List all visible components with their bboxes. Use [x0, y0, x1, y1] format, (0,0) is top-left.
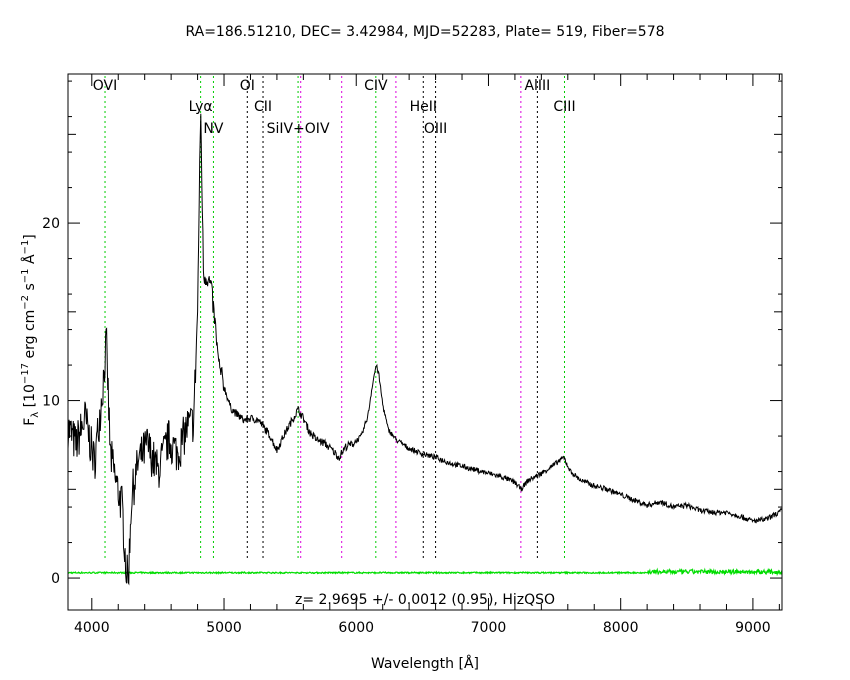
- spectral-line-label-14: CIII: [553, 99, 575, 115]
- y-label-exp2: −2: [20, 295, 31, 310]
- plot-series: [67, 113, 783, 586]
- spectral-line-label-8: CIV: [364, 78, 388, 94]
- spectral-line-label-11: OIII: [424, 121, 447, 137]
- flux-series-line: [67, 113, 783, 586]
- y-label-rest: [10: [22, 384, 38, 412]
- spectral-line-label-4: CII: [254, 99, 272, 115]
- y-label-mid1: erg cm: [22, 310, 38, 363]
- chart-title: RA=186.51210, DEC= 3.42984, MJD=52283, P…: [185, 24, 664, 40]
- spectral-line-label-3: OI: [240, 78, 255, 94]
- x-tick-label-7000: 7000: [471, 620, 507, 636]
- y-label-end: ]: [22, 234, 38, 239]
- y-label-f: F: [22, 418, 38, 426]
- spectral-line-label-2: NV: [203, 121, 223, 137]
- spectral-line-label-0: OVI: [93, 78, 117, 94]
- x-tick-label-6000: 6000: [338, 620, 374, 636]
- x-tick-label-8000: 8000: [603, 620, 639, 636]
- x-tick-label-9000: 9000: [735, 620, 771, 636]
- spectral-line-label-13: AlIII: [524, 78, 550, 94]
- redshift-annotation: z= 2.9695 +/- 0.0012 (0.95), HizQSO: [295, 592, 555, 608]
- y-tick-label-10: 10: [42, 394, 60, 410]
- y-tick-label-0: 0: [51, 571, 60, 587]
- y-label-exp4: −1: [20, 240, 31, 255]
- axes: 4000 5000 6000 7000 8000 9000 0 10 20: [42, 73, 783, 636]
- y-label-exp3: −1: [20, 268, 31, 283]
- error-series-line: [67, 567, 783, 577]
- y-label-exp1: −17: [20, 363, 31, 384]
- y-axis-label: Fλ [10−17 erg cm−2 s−1 Å−1]: [20, 234, 41, 426]
- spectral-line-label-5: SiIV+OIV: [267, 121, 330, 137]
- x-tick-label-5000: 5000: [206, 620, 242, 636]
- spectral-line-markers: OVI Lyα NV OI CII SiIV+OIV CIV HeII OIII AlIIICII…: [93, 76, 576, 558]
- x-axis-label: Wavelength [Å]: [371, 655, 479, 672]
- plot-frame: [67, 73, 783, 611]
- y-label-sub: λ: [30, 412, 41, 418]
- y-label-mid3: Å: [21, 254, 38, 268]
- y-tick-label-20: 20: [42, 216, 60, 232]
- y-label-mid2: s: [22, 283, 38, 295]
- spectral-line-label-10: HeII: [410, 99, 437, 115]
- x-tick-label-4000: 4000: [74, 620, 110, 636]
- spectral-line-label-1: Lyα: [189, 99, 213, 115]
